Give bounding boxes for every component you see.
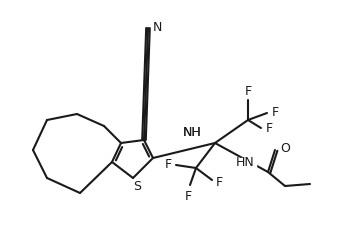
Text: NH: NH bbox=[183, 125, 202, 139]
Text: N: N bbox=[153, 21, 162, 35]
Text: F: F bbox=[266, 123, 273, 136]
Polygon shape bbox=[181, 127, 201, 138]
Text: S: S bbox=[133, 180, 141, 192]
Polygon shape bbox=[234, 158, 256, 169]
Text: HN: HN bbox=[236, 157, 255, 169]
Text: F: F bbox=[244, 85, 252, 98]
Text: NH: NH bbox=[183, 125, 202, 139]
Text: F: F bbox=[216, 176, 223, 188]
Text: F: F bbox=[272, 106, 279, 120]
Text: F: F bbox=[165, 159, 172, 171]
Text: O: O bbox=[280, 143, 290, 156]
Text: F: F bbox=[184, 190, 192, 203]
